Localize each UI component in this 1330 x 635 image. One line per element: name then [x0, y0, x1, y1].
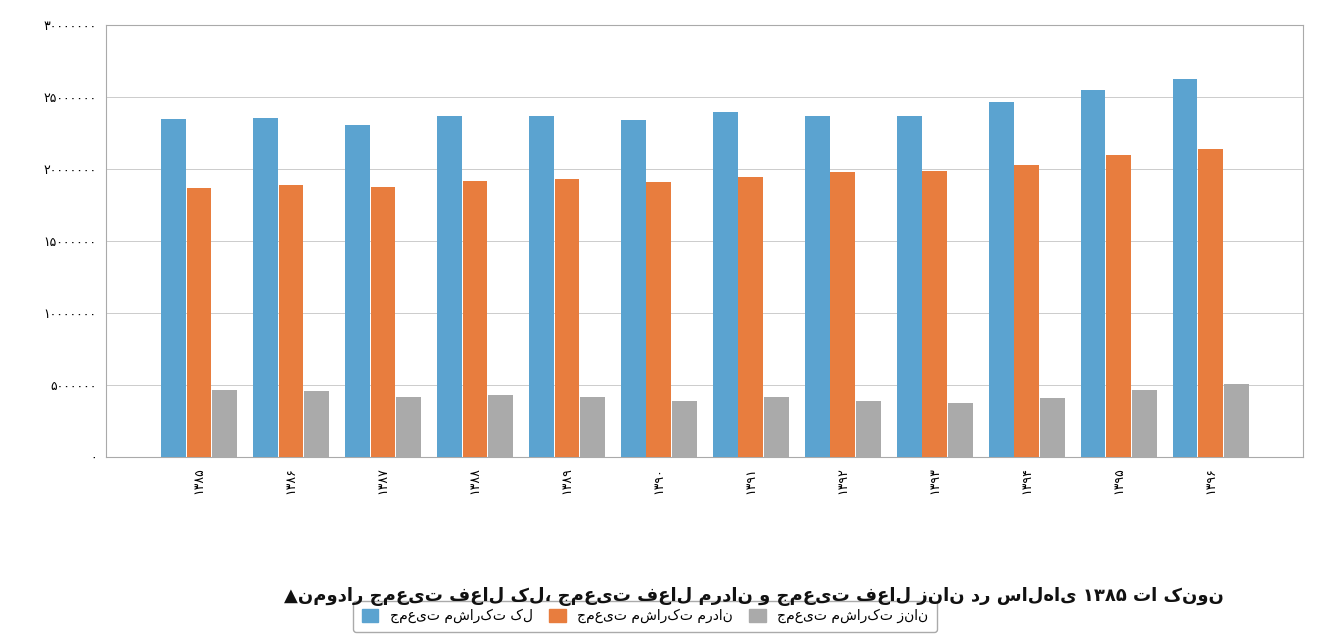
Bar — [1173, 79, 1197, 457]
Bar — [371, 187, 395, 457]
Bar — [555, 180, 580, 457]
Bar — [923, 171, 947, 457]
Bar — [186, 188, 211, 457]
Bar — [646, 182, 672, 457]
Bar — [396, 397, 422, 457]
Bar — [988, 102, 1013, 457]
Bar — [463, 181, 487, 457]
Bar — [278, 185, 303, 457]
Bar — [621, 121, 645, 457]
Bar — [1132, 389, 1157, 457]
Bar — [436, 116, 462, 457]
Bar — [1015, 165, 1039, 457]
Bar — [765, 397, 789, 457]
Bar — [830, 172, 855, 457]
Bar — [1198, 149, 1224, 457]
Bar — [161, 119, 186, 457]
Bar — [344, 124, 370, 457]
Bar — [1224, 384, 1249, 457]
Bar — [1040, 398, 1065, 457]
Bar — [1107, 155, 1132, 457]
Bar — [305, 391, 329, 457]
Bar — [672, 401, 697, 457]
Bar — [529, 116, 553, 457]
Bar — [738, 177, 763, 457]
Bar — [488, 396, 513, 457]
Bar — [805, 116, 830, 457]
Bar — [857, 401, 880, 457]
Text: ▲نمودار جمعیت فعال کل، جمعیت فعال مردان و جمعیت فعال زنان در سال‌های ۱۳۸۵ تا کنو: ▲نمودار جمعیت فعال کل، جمعیت فعال مردان … — [283, 587, 1224, 606]
Bar — [713, 112, 738, 457]
Legend: جمعیت مشارکت کل, جمعیت مشارکت مردان, جمعیت مشارکت زنان: جمعیت مشارکت کل, جمعیت مشارکت مردان, جمع… — [354, 601, 936, 632]
Bar — [1081, 90, 1105, 457]
Bar — [580, 397, 605, 457]
Bar — [213, 389, 237, 457]
Bar — [896, 116, 922, 457]
Bar — [253, 117, 278, 457]
Bar — [948, 403, 974, 457]
